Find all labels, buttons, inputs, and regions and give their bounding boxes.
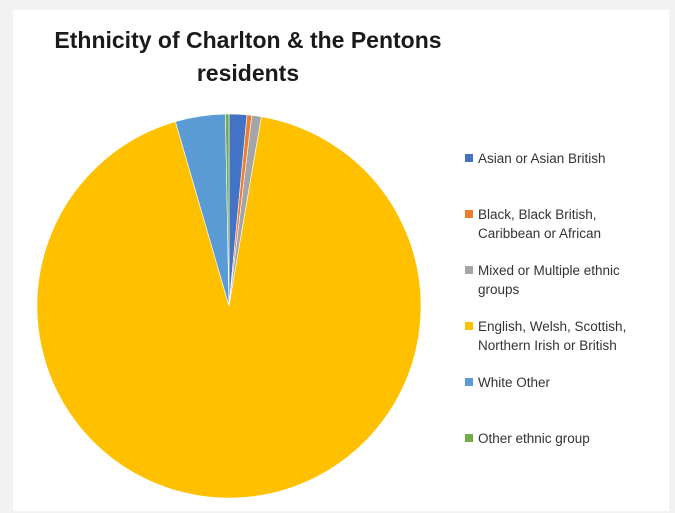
legend-label-0: Asian or Asian British	[478, 151, 606, 166]
legend-swatch-0	[465, 154, 473, 162]
legend-swatch-3	[465, 322, 473, 330]
legend-label-4: White Other	[478, 375, 551, 390]
legend-label-1: Black, Black British, Caribbean or Afric…	[478, 207, 602, 241]
chart-title: Ethnicity of Charlton & the Pentons resi…	[13, 24, 483, 90]
legend-item-5: Other ethnic group	[465, 429, 590, 448]
pie-chart	[36, 113, 422, 499]
legend-label-2: Mixed or Multiple ethnic groups	[478, 263, 620, 297]
legend-item-4: White Other	[465, 373, 550, 392]
legend-swatch-5	[465, 434, 473, 442]
chart-title-line-2: residents	[196, 60, 300, 86]
legend-item-0: Asian or Asian British	[465, 149, 606, 168]
legend-item-3: English, Welsh, Scottish, Northern Irish…	[465, 317, 626, 355]
pie-slice-5	[225, 113, 230, 307]
legend-label-3: English, Welsh, Scottish, Northern Irish…	[478, 319, 627, 353]
legend-label-5: Other ethnic group	[478, 431, 590, 446]
pie-slice-3	[36, 116, 422, 499]
legend-swatch-2	[465, 266, 473, 274]
legend-swatch-1	[465, 210, 473, 218]
legend-swatch-4	[465, 378, 473, 386]
chart-area: Ethnicity of Charlton & the Pentons resi…	[13, 10, 669, 511]
chart-title-line-1: Ethnicity of Charlton & the Pentons	[54, 27, 442, 53]
legend-item-1: Black, Black British, Caribbean or Afric…	[465, 205, 601, 243]
legend-item-2: Mixed or Multiple ethnic groups	[465, 261, 620, 299]
